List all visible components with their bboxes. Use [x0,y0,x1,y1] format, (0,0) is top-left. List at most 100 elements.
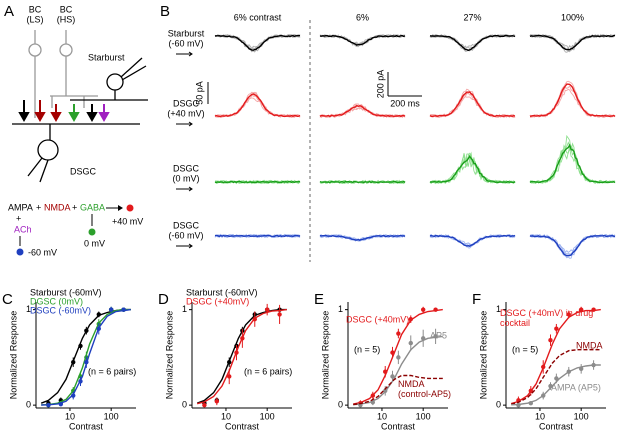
data-point [566,369,571,374]
data-point [84,359,89,365]
trace [529,33,616,52]
data-point [383,369,388,374]
data-point [71,359,76,365]
trace [429,91,516,118]
data-point [591,307,596,312]
trace [214,97,301,118]
trace [429,152,516,184]
trace [429,91,516,119]
column-header: 27% [463,12,481,22]
data-point [554,326,559,331]
row-label: DSGC [173,220,200,230]
cell-label: BC [60,4,73,14]
column-header: 100% [561,12,584,22]
trace [529,144,616,184]
panel-label: B [160,3,170,20]
x-tick-label: 100 [104,411,119,421]
panel-label: E [314,291,324,308]
data-point [541,364,546,370]
potential: 0 mV [84,238,105,248]
trace [429,233,516,248]
data-point [548,383,553,389]
data-point [396,355,401,360]
cell-label: (HS) [57,14,76,24]
annotation: (n = 6 pairs) [88,366,136,376]
panel-label: D [158,291,169,308]
series-label: NMDA (control-AP5) [398,379,452,399]
data-point [578,366,584,372]
fit-curve [197,308,287,405]
trace [429,153,516,185]
y-tick-label: 1 [496,304,501,314]
y-tick-label: 1 [26,304,31,314]
fit-curve [353,308,443,405]
data-point [420,307,426,312]
data-point [108,307,114,312]
arrow [176,121,193,127]
annotation: (n = 6 pairs) [244,366,292,376]
trace [529,34,616,51]
y-axis-label: Normalized Response [478,311,488,400]
fit-curve [353,374,443,406]
data-point [396,331,401,336]
trace [529,85,616,119]
trace [319,234,406,241]
data-point [554,376,559,381]
data-point [227,374,232,379]
equation-term: + [16,213,21,223]
data-point [516,402,521,408]
panel-label: F [472,291,481,308]
trace [214,93,301,118]
y-axis-label: Normalized Response [8,311,18,400]
dot [126,204,134,212]
row-label: (+40 mV) [167,108,204,118]
annotation: (n = 5) [354,344,380,354]
schematic: A BC (LS) BC (HS) Starburst DSGC AMPA + [4,3,148,257]
trace [214,180,301,184]
scale-label: 200 ms [390,98,420,108]
data-point [78,379,83,384]
data-point [370,393,376,398]
trace [214,234,301,238]
trace [214,91,301,118]
data-point [390,374,395,379]
trace [529,141,616,185]
dot [88,228,96,236]
trace [529,88,616,118]
row-label: DSGC [173,163,200,173]
trace [429,34,516,52]
column-header: 6% [356,12,369,22]
trace [319,33,406,48]
y-tick-label: 1 [182,304,187,314]
series-label: NMDA [576,340,603,350]
series-label: AP5 [430,330,447,340]
data-point [84,328,89,333]
series-label: DSGC (-60mV) [30,305,91,315]
data-point [277,312,282,317]
data-point [96,312,101,317]
data-point [408,316,413,322]
row-label: DSGC [173,98,200,108]
y-tick-label: 1 [338,304,343,314]
x-tick-label: 10 [65,411,75,421]
scale-label: 50 pA [194,81,204,105]
equation-term: GABA [80,202,105,212]
data-point [214,399,220,404]
trace [429,95,516,118]
equation-term: NMDA [44,202,71,212]
annotation: (n = 5) [512,344,538,354]
trace [319,34,406,47]
x-axis-label: Contrast [69,421,104,431]
trace [319,103,406,119]
equation-term: ACh [14,224,32,234]
x-tick-label: 100 [260,411,275,421]
data-point [71,393,76,398]
trace [429,151,516,185]
dot [16,248,24,256]
row-label: (0 mV) [173,173,200,183]
panel-label: C [2,291,13,308]
series-label: NMDA (control-AP5) [398,379,452,399]
row-label: Starburst [168,28,205,38]
row-label: (-60 mV) [168,38,203,48]
